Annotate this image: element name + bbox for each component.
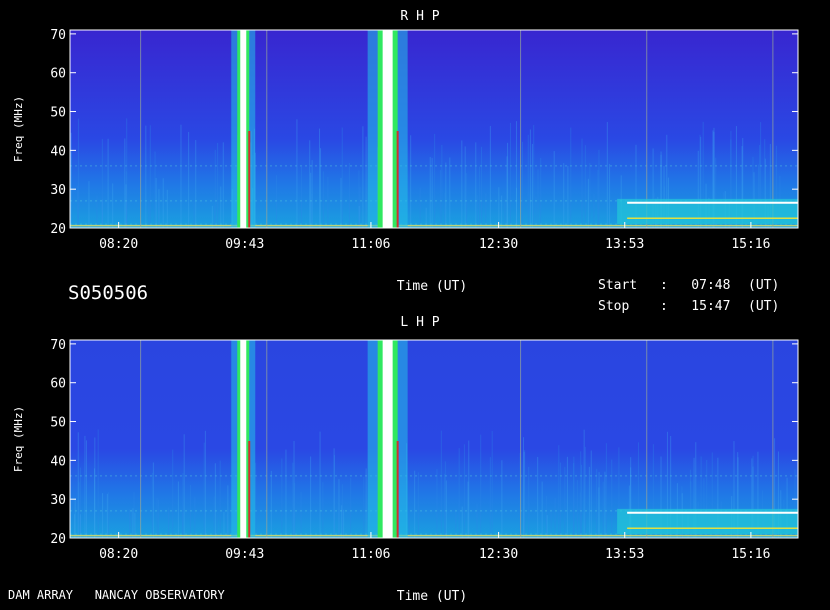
y-axis-label: Freq (MHz): [12, 406, 25, 472]
x-tick-label: 11:06: [351, 237, 390, 252]
y-tick-label: 40: [50, 454, 66, 469]
x-tick-label: 15:16: [731, 237, 770, 252]
x-axis-label: Time (UT): [397, 589, 467, 604]
y-tick-label: 60: [50, 377, 66, 392]
y-tick-label: 50: [50, 106, 66, 121]
spectrogram-background: [70, 30, 798, 228]
x-tick-label: 13:53: [605, 547, 644, 562]
x-tick-label: 08:20: [99, 237, 138, 252]
x-tick-label: 09:43: [225, 237, 264, 252]
y-axis-label: Freq (MHz): [12, 96, 25, 162]
spectrogram-background: [70, 340, 798, 538]
y-tick-label: 60: [50, 67, 66, 82]
x-tick-label: 11:06: [351, 547, 390, 562]
burst-peak: [240, 340, 247, 538]
y-tick-label: 20: [50, 532, 66, 547]
start-label: Start: [598, 278, 638, 293]
start-value: : 07:48: [660, 278, 731, 293]
x-tick-label: 13:53: [605, 237, 644, 252]
y-tick-label: 70: [50, 338, 66, 353]
x-tick-label: 09:43: [225, 547, 264, 562]
y-tick-label: 70: [50, 28, 66, 43]
x-tick-label: 15:16: [731, 547, 770, 562]
burst-peak: [240, 30, 247, 228]
stop-value: : 15:47: [660, 299, 731, 314]
x-tick-label: 08:20: [99, 547, 138, 562]
x-tick-label: 12:30: [479, 237, 518, 252]
station-label: DAM ARRAY NANCAY OBSERVATORY: [8, 588, 225, 602]
plot-frame: [69, 29, 799, 229]
x-axis-label: Time (UT): [397, 279, 467, 294]
stop-label: Stop: [598, 299, 630, 314]
y-tick-label: 40: [50, 144, 66, 159]
x-tick-label: 12:30: [479, 547, 518, 562]
burst-peak: [382, 340, 393, 538]
burst-peak: [382, 30, 393, 228]
y-tick-label: 30: [50, 493, 66, 508]
y-tick-label: 50: [50, 416, 66, 431]
plot-frame: [69, 339, 799, 539]
panel-title: L H P: [400, 315, 439, 330]
start-unit: (UT): [748, 278, 780, 293]
y-tick-label: 20: [50, 222, 66, 237]
y-tick-label: 30: [50, 183, 66, 198]
panel-title: R H P: [400, 9, 439, 24]
spectrogram-panel-rhp: 20 30 40 50 60 70 08:20 09:43 11:06 12:30 13:53 15:…: [12, 9, 799, 294]
spectrogram-panel-lhp: 20 30 40 50 60 70 08:20 09:43 11:06 12:30 13:53 15:…: [12, 315, 799, 604]
date-code: S050506: [68, 282, 149, 304]
stop-unit: (UT): [748, 299, 780, 314]
